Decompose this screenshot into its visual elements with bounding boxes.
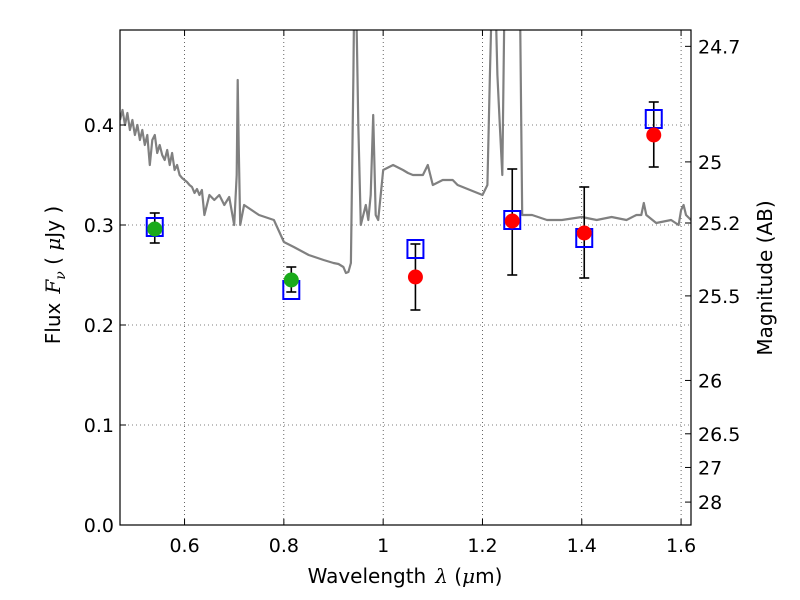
circle-marker xyxy=(407,269,423,285)
x-tick-label: 1 xyxy=(377,535,389,557)
y2-axis-label: Magnitude (AB) xyxy=(753,200,777,355)
x-tick-label: 1.2 xyxy=(467,535,497,557)
spectrum-line xyxy=(120,30,691,275)
x-tick-label: 1.4 xyxy=(567,535,597,557)
x-tick-label: 0.8 xyxy=(269,535,299,557)
circle-marker xyxy=(504,213,520,229)
circle-marker xyxy=(283,272,299,288)
x-tick-label: 0.6 xyxy=(169,535,199,557)
x-tick-label: 1.6 xyxy=(666,535,696,557)
axis-ticks: 0.6 0.8 1 1.2 1.4 1.6 0.0 0.1 0.2 0.3 0.4 24.7 25 25.… xyxy=(84,30,740,557)
y2-tick-label: 28 xyxy=(698,492,722,514)
plot-frame xyxy=(119,29,692,526)
y-axis-label: FluxFν ( μJy ) xyxy=(41,206,69,344)
y2-tick-label: 26 xyxy=(698,370,722,392)
square-marker xyxy=(406,239,425,259)
y2-tick-label: 25 xyxy=(698,152,722,174)
circle-marker xyxy=(147,221,163,237)
y-tick-label: 0.3 xyxy=(84,215,114,237)
y2-tick-label: 25.5 xyxy=(698,286,740,308)
y2-tick-label: 24.7 xyxy=(698,36,740,58)
error-bars xyxy=(149,101,659,311)
y-tick-label: 0.0 xyxy=(84,515,114,537)
model-spectrum xyxy=(120,30,691,275)
y-tick-label: 0.4 xyxy=(84,115,114,137)
circle-marker xyxy=(646,127,662,143)
y2-tick-label: 25.2 xyxy=(698,213,740,235)
y-tick-label: 0.2 xyxy=(84,315,114,337)
grid xyxy=(120,30,691,526)
y-tick-label: 0.1 xyxy=(84,415,114,437)
y2-tick-label: 27 xyxy=(698,457,722,479)
circle-marker xyxy=(576,225,592,241)
x-axis-label: Wavelength λ (μm) xyxy=(308,564,503,588)
y2-tick-label: 26.5 xyxy=(698,424,740,446)
square-marker xyxy=(503,210,522,230)
data-markers xyxy=(145,109,663,300)
